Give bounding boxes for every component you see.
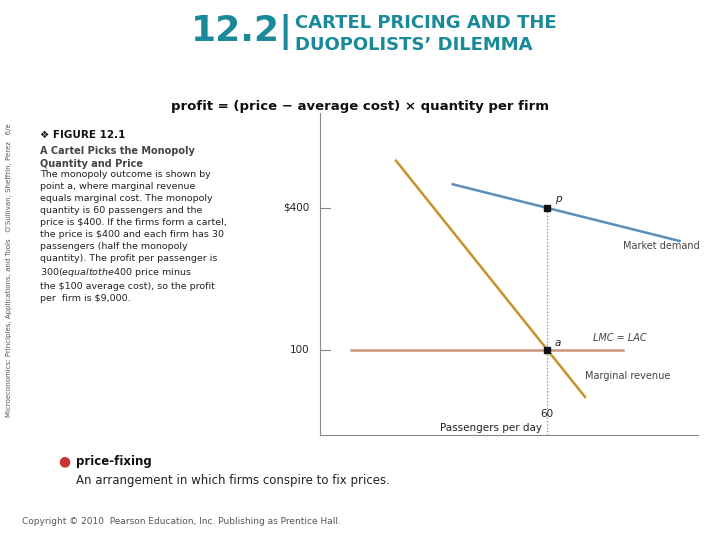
Text: 60: 60 <box>541 409 554 419</box>
Text: LMC = LAC: LMC = LAC <box>593 333 646 342</box>
Text: The monopoly outcome is shown by
point a, where marginal revenue
equals marginal: The monopoly outcome is shown by point a… <box>40 170 226 303</box>
Text: CARTEL PRICING AND THE
DUOPOLISTS’ DILEMMA: CARTEL PRICING AND THE DUOPOLISTS’ DILEM… <box>295 14 557 55</box>
Text: Passengers per day: Passengers per day <box>439 423 541 433</box>
Text: Oligopoly and
Strategic Behavior: Oligopoly and Strategic Behavior <box>17 39 96 60</box>
Text: Market demand: Market demand <box>623 241 700 251</box>
Text: profit = (price − average cost) × quantity per firm: profit = (price − average cost) × quanti… <box>171 100 549 113</box>
Text: 9 of 36: 9 of 36 <box>658 522 699 532</box>
Text: A Cartel Picks the Monopoly
Quantity and Price: A Cartel Picks the Monopoly Quantity and… <box>40 146 194 168</box>
Text: An arrangement in which firms conspire to fix prices.: An arrangement in which firms conspire t… <box>76 474 390 487</box>
Text: ●: ● <box>59 455 71 469</box>
Text: Microeconomics: Principles, Applications, and Tools   O’Sullivan, Sheffrin, Pere: Microeconomics: Principles, Applications… <box>6 123 12 417</box>
Text: Marginal revenue: Marginal revenue <box>585 370 670 381</box>
Text: ❖ FIGURE 12.1: ❖ FIGURE 12.1 <box>40 130 125 140</box>
Text: Copyright © 2010  Pearson Education, Inc. Publishing as Prentice Hall.: Copyright © 2010 Pearson Education, Inc.… <box>22 517 341 526</box>
Text: 12.2|: 12.2| <box>191 14 293 50</box>
Text: a: a <box>554 338 561 348</box>
Text: $400: $400 <box>283 203 309 213</box>
Text: price-fixing: price-fixing <box>76 455 151 468</box>
Text: p: p <box>554 194 562 204</box>
Text: 100: 100 <box>289 345 309 355</box>
Text: CHAPTER  12: CHAPTER 12 <box>17 9 94 19</box>
